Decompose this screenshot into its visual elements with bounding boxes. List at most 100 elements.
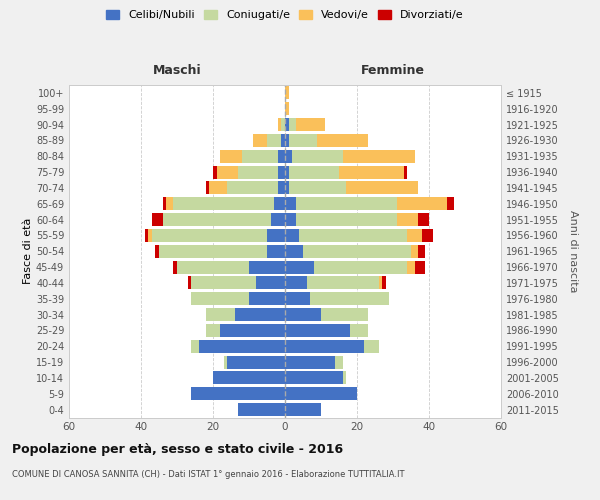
- Bar: [220, 150, 242, 162]
- Bar: [350, 324, 368, 337]
- Bar: [343, 372, 346, 384]
- Bar: [285, 340, 364, 352]
- Bar: [285, 86, 289, 100]
- Bar: [285, 198, 296, 210]
- Bar: [411, 245, 418, 258]
- Bar: [339, 166, 404, 178]
- Bar: [209, 182, 227, 194]
- Bar: [235, 308, 285, 321]
- Bar: [418, 245, 425, 258]
- Bar: [407, 229, 422, 242]
- Bar: [191, 292, 249, 305]
- Bar: [249, 260, 285, 274]
- Bar: [227, 356, 285, 368]
- Bar: [346, 182, 418, 194]
- Bar: [285, 403, 321, 416]
- Bar: [220, 324, 285, 337]
- Bar: [289, 118, 296, 131]
- Bar: [285, 166, 289, 178]
- Bar: [296, 198, 397, 210]
- Y-axis label: Anni di nascita: Anni di nascita: [568, 210, 578, 292]
- Bar: [364, 340, 379, 352]
- Bar: [285, 388, 357, 400]
- Text: Maschi: Maschi: [152, 64, 202, 78]
- Bar: [292, 150, 343, 162]
- Bar: [256, 276, 285, 289]
- Bar: [285, 229, 299, 242]
- Bar: [278, 150, 285, 162]
- Bar: [152, 213, 163, 226]
- Bar: [397, 213, 418, 226]
- Bar: [285, 213, 296, 226]
- Bar: [404, 166, 407, 178]
- Bar: [188, 276, 191, 289]
- Bar: [285, 356, 335, 368]
- Bar: [343, 150, 415, 162]
- Bar: [407, 260, 415, 274]
- Bar: [191, 340, 199, 352]
- Bar: [148, 229, 152, 242]
- Bar: [285, 372, 343, 384]
- Bar: [299, 229, 407, 242]
- Bar: [163, 213, 271, 226]
- Bar: [159, 245, 267, 258]
- Bar: [173, 198, 274, 210]
- Bar: [321, 308, 368, 321]
- Bar: [249, 292, 285, 305]
- Bar: [310, 292, 389, 305]
- Bar: [285, 308, 321, 321]
- Bar: [191, 388, 285, 400]
- Bar: [227, 182, 278, 194]
- Bar: [213, 372, 285, 384]
- Bar: [382, 276, 386, 289]
- Bar: [285, 118, 289, 131]
- Bar: [289, 166, 339, 178]
- Bar: [267, 229, 285, 242]
- Bar: [177, 260, 249, 274]
- Bar: [155, 245, 159, 258]
- Bar: [173, 260, 177, 274]
- Bar: [267, 134, 281, 147]
- Bar: [145, 229, 148, 242]
- Bar: [267, 245, 285, 258]
- Bar: [285, 260, 314, 274]
- Bar: [152, 229, 267, 242]
- Bar: [242, 150, 278, 162]
- Bar: [285, 276, 307, 289]
- Bar: [296, 213, 397, 226]
- Bar: [166, 198, 173, 210]
- Bar: [285, 182, 289, 194]
- Bar: [285, 102, 289, 115]
- Bar: [422, 229, 433, 242]
- Text: COMUNE DI CANOSA SANNITA (CH) - Dati ISTAT 1° gennaio 2016 - Elaborazione TUTTIT: COMUNE DI CANOSA SANNITA (CH) - Dati IST…: [12, 470, 404, 479]
- Bar: [213, 166, 217, 178]
- Bar: [296, 118, 325, 131]
- Bar: [314, 260, 407, 274]
- Bar: [253, 134, 267, 147]
- Bar: [415, 260, 425, 274]
- Bar: [418, 213, 429, 226]
- Bar: [317, 134, 368, 147]
- Y-axis label: Fasce di età: Fasce di età: [23, 218, 33, 284]
- Bar: [379, 276, 382, 289]
- Bar: [335, 356, 343, 368]
- Bar: [281, 134, 285, 147]
- Bar: [199, 340, 285, 352]
- Bar: [285, 134, 289, 147]
- Text: Popolazione per età, sesso e stato civile - 2016: Popolazione per età, sesso e stato civil…: [12, 442, 343, 456]
- Bar: [278, 182, 285, 194]
- Bar: [206, 324, 220, 337]
- Bar: [278, 166, 285, 178]
- Bar: [206, 182, 209, 194]
- Bar: [285, 245, 303, 258]
- Bar: [289, 134, 317, 147]
- Bar: [191, 276, 256, 289]
- Bar: [274, 198, 285, 210]
- Bar: [278, 118, 281, 131]
- Bar: [238, 403, 285, 416]
- Bar: [285, 292, 310, 305]
- Bar: [289, 182, 346, 194]
- Text: Femmine: Femmine: [361, 64, 425, 78]
- Bar: [303, 245, 411, 258]
- Bar: [238, 166, 278, 178]
